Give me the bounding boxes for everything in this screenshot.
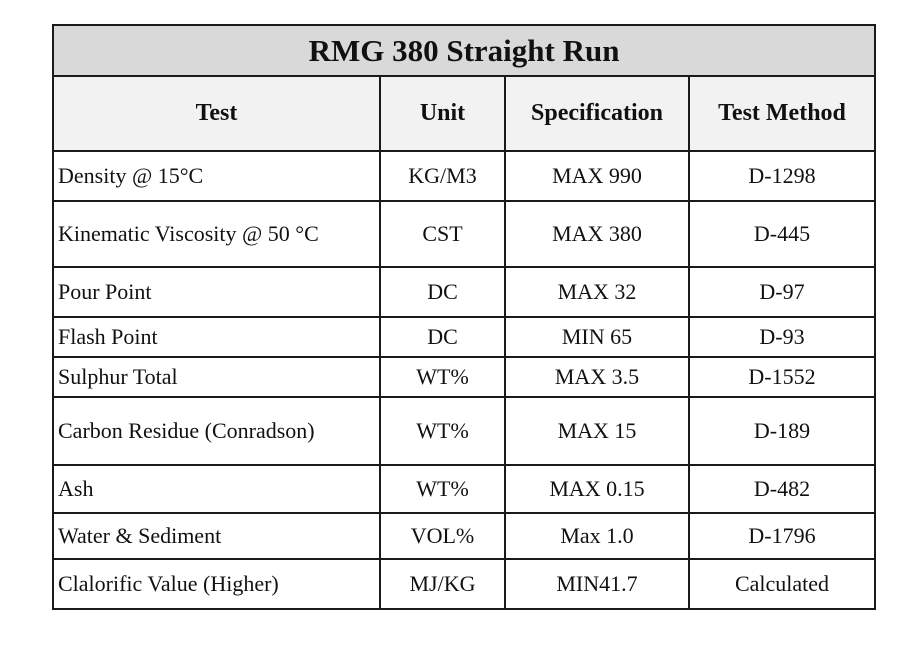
table-row: Ash WT% MAX 0.15 D-482: [52, 464, 877, 514]
cell-test: Density @ 15°C: [52, 150, 381, 202]
cell-method: D-482: [687, 464, 877, 514]
cell-unit: DC: [379, 266, 506, 318]
cell-unit: CST: [379, 200, 506, 268]
cell-method: D-445: [687, 200, 877, 268]
cell-method: D-189: [687, 396, 877, 466]
cell-unit: VOL%: [379, 512, 506, 560]
cell-unit: WT%: [379, 356, 506, 398]
cell-spec: MIN 65: [504, 316, 690, 358]
table-row: Carbon Residue (Conradson) WT% MAX 15 D-…: [52, 396, 877, 466]
cell-unit: WT%: [379, 396, 506, 466]
table-row: Water & Sediment VOL% Max 1.0 D-1796: [52, 512, 877, 560]
cell-method: Calculated: [687, 558, 877, 610]
cell-method: D-1796: [687, 512, 877, 560]
header-test-method: Test Method: [687, 75, 877, 152]
cell-unit: MJ/KG: [379, 558, 506, 610]
cell-test: Pour Point: [52, 266, 381, 318]
cell-test: Water & Sediment: [52, 512, 381, 560]
header-row: Test Unit Specification Test Method: [52, 75, 877, 152]
cell-method: D-93: [687, 316, 877, 358]
cell-spec: MIN41.7: [504, 558, 690, 610]
cell-method: D-1552: [687, 356, 877, 398]
header-specification: Specification: [504, 75, 690, 152]
cell-spec: MAX 0.15: [504, 464, 690, 514]
header-test: Test: [52, 75, 381, 152]
table-row: Flash Point DC MIN 65 D-93: [52, 316, 877, 358]
cell-spec: MAX 32: [504, 266, 690, 318]
spec-table: RMG 380 Straight Run Test Unit Specifica…: [51, 24, 877, 610]
table-row: Kinematic Viscosity @ 50 °C CST MAX 380 …: [52, 200, 877, 268]
header-unit: Unit: [379, 75, 506, 152]
cell-spec: MAX 380: [504, 200, 690, 268]
cell-method: D-97: [687, 266, 877, 318]
cell-method: D-1298: [687, 150, 877, 202]
table-title: RMG 380 Straight Run: [51, 24, 877, 77]
cell-test: Carbon Residue (Conradson): [52, 396, 381, 466]
cell-spec: MAX 3.5: [504, 356, 690, 398]
cell-test: Clalorific Value (Higher): [52, 558, 381, 610]
cell-test: Kinematic Viscosity @ 50 °C: [52, 200, 381, 268]
cell-test: Ash: [52, 464, 381, 514]
cell-spec: MAX 15: [504, 396, 690, 466]
cell-test: Flash Point: [52, 316, 381, 358]
cell-spec: MAX 990: [504, 150, 690, 202]
table-row: Clalorific Value (Higher) MJ/KG MIN41.7 …: [52, 558, 877, 610]
cell-test: Sulphur Total: [52, 356, 381, 398]
cell-unit: KG/M3: [379, 150, 506, 202]
cell-unit: WT%: [379, 464, 506, 514]
table-row: Pour Point DC MAX 32 D-97: [52, 266, 877, 318]
cell-unit: DC: [379, 316, 506, 358]
table-row: Sulphur Total WT% MAX 3.5 D-1552: [52, 356, 877, 398]
cell-spec: Max 1.0: [504, 512, 690, 560]
table-row: Density @ 15°C KG/M3 MAX 990 D-1298: [52, 150, 877, 202]
